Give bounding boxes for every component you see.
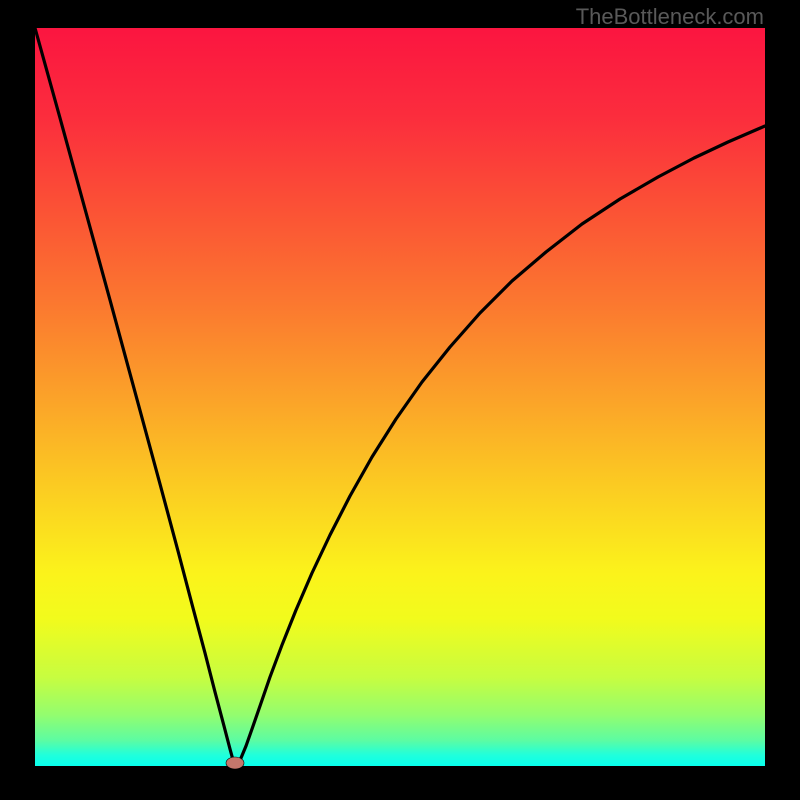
bottleneck-chart: TheBottleneck.com (0, 0, 800, 800)
optimal-point-marker (226, 757, 244, 769)
chart-svg (0, 0, 800, 800)
watermark-text: TheBottleneck.com (576, 4, 764, 30)
plot-background (35, 28, 765, 766)
